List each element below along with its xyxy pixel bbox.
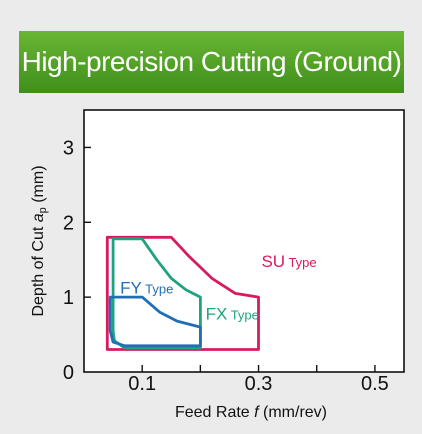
series-label-suffix: Type <box>227 308 259 323</box>
y-axis-label-subscript: p <box>37 207 49 213</box>
series-label-main: FX <box>206 305 228 324</box>
x-tick-label: 0.1 <box>128 373 156 395</box>
plot-area <box>83 109 405 373</box>
y-tick-label: 2 <box>63 212 74 234</box>
y-axis-label-symbol: a <box>30 213 47 222</box>
x-axis-label: Feed Rate f (mm/rev) <box>175 404 327 421</box>
y-tick-label: 0 <box>63 362 74 384</box>
x-tick-label: 0.3 <box>245 373 273 395</box>
x-tick-label: 0.5 <box>361 373 389 395</box>
chart-title: High-precision Cutting (Ground) <box>21 46 402 77</box>
series-su-boundary <box>105 235 260 351</box>
x-axis-label-prefix: Feed Rate <box>175 404 254 421</box>
series-fx-boundary <box>111 237 202 350</box>
y-axis-label-prefix: Depth of Cut <box>30 222 47 316</box>
series-label-main: FY <box>120 278 142 297</box>
series-su-label: SU Type <box>261 252 316 271</box>
series-label-main: SU <box>261 252 285 271</box>
x-axis-label-symbol: f <box>254 404 260 421</box>
y-tick-label: 3 <box>63 137 74 159</box>
series-label-suffix: Type <box>285 255 317 270</box>
y-tick-label: 1 <box>63 287 74 309</box>
series-fx-label: FX Type <box>206 305 259 324</box>
series-label-suffix: Type <box>142 281 174 296</box>
series-fy-boundary <box>108 295 202 348</box>
y-axis-label-suffix: (mm) <box>30 165 47 207</box>
y-axis-label: Depth of Cut ap (mm) <box>30 165 49 316</box>
x-axis-label-suffix: (mm/rev) <box>259 404 327 421</box>
chart-title-banner: High-precision Cutting (Ground) <box>19 31 404 93</box>
series-fy-label: FY Type <box>120 278 173 297</box>
